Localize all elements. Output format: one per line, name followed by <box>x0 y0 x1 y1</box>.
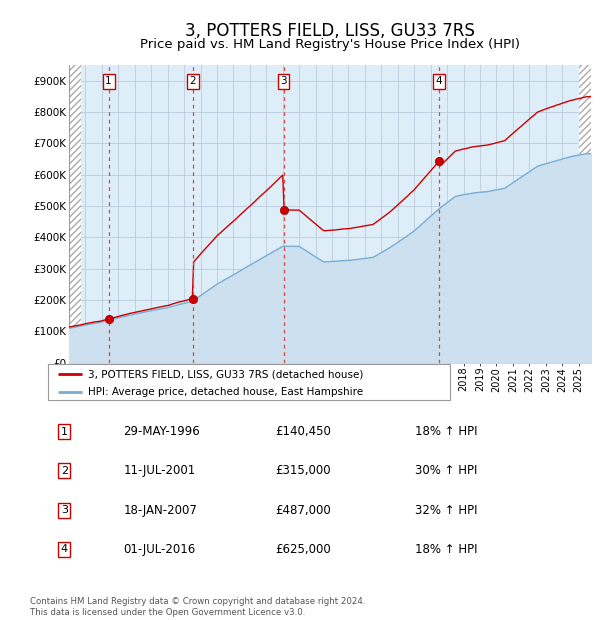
Text: 3, POTTERS FIELD, LISS, GU33 7RS: 3, POTTERS FIELD, LISS, GU33 7RS <box>185 22 475 40</box>
Text: 18% ↑ HPI: 18% ↑ HPI <box>415 543 478 556</box>
Text: 18-JAN-2007: 18-JAN-2007 <box>124 503 197 516</box>
Text: HPI: Average price, detached house, East Hampshire: HPI: Average price, detached house, East… <box>88 387 364 397</box>
Text: 30% ↑ HPI: 30% ↑ HPI <box>415 464 478 477</box>
Text: £625,000: £625,000 <box>275 543 331 556</box>
Text: 4: 4 <box>61 544 68 554</box>
Text: 4: 4 <box>436 76 442 86</box>
Text: 1: 1 <box>61 427 68 436</box>
Text: £315,000: £315,000 <box>275 464 331 477</box>
Text: £487,000: £487,000 <box>275 503 331 516</box>
Bar <box>69 65 82 363</box>
Text: Price paid vs. HM Land Registry's House Price Index (HPI): Price paid vs. HM Land Registry's House … <box>140 38 520 51</box>
Text: 3, POTTERS FIELD, LISS, GU33 7RS (detached house): 3, POTTERS FIELD, LISS, GU33 7RS (detach… <box>88 369 364 379</box>
Text: 11-JUL-2001: 11-JUL-2001 <box>124 464 196 477</box>
Text: Contains HM Land Registry data © Crown copyright and database right 2024.
This d: Contains HM Land Registry data © Crown c… <box>30 598 365 617</box>
Text: £140,450: £140,450 <box>275 425 331 438</box>
FancyBboxPatch shape <box>48 364 450 400</box>
Text: 29-MAY-1996: 29-MAY-1996 <box>124 425 200 438</box>
Bar <box>578 65 591 363</box>
Text: 01-JUL-2016: 01-JUL-2016 <box>124 543 196 556</box>
Text: 3: 3 <box>280 76 287 86</box>
Text: 18% ↑ HPI: 18% ↑ HPI <box>415 425 478 438</box>
Text: 1: 1 <box>106 76 112 86</box>
Text: 2: 2 <box>190 76 196 86</box>
Text: 3: 3 <box>61 505 68 515</box>
Text: 2: 2 <box>61 466 68 476</box>
Text: 32% ↑ HPI: 32% ↑ HPI <box>415 503 478 516</box>
